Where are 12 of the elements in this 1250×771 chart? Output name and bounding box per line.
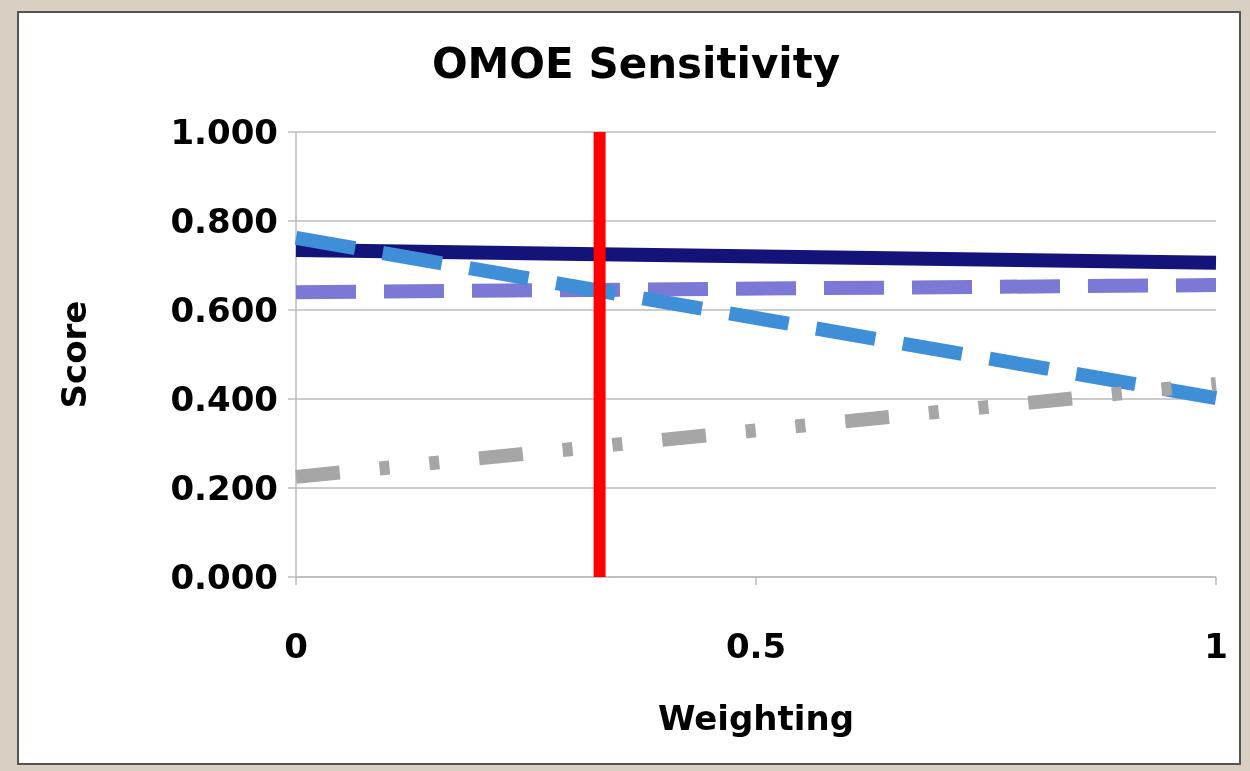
x-tick-label: 0.5 [725, 626, 787, 666]
x-axis-title: Weighting [658, 698, 854, 738]
x-tick-label: 0 [284, 626, 308, 666]
y-tick-label: 0.400 [170, 378, 278, 419]
y-tick-label: 0.000 [170, 556, 278, 597]
y-tick-label: 0.200 [170, 467, 278, 508]
y-axis-title: Score [54, 300, 94, 409]
x-tick-label: 1 [1204, 626, 1228, 666]
y-tick-label: 0.800 [170, 200, 278, 241]
chart-title: OMOE Sensitivity [431, 39, 841, 88]
y-tick-label: 0.600 [170, 289, 278, 330]
y-tick-label: 1.000 [170, 111, 278, 152]
